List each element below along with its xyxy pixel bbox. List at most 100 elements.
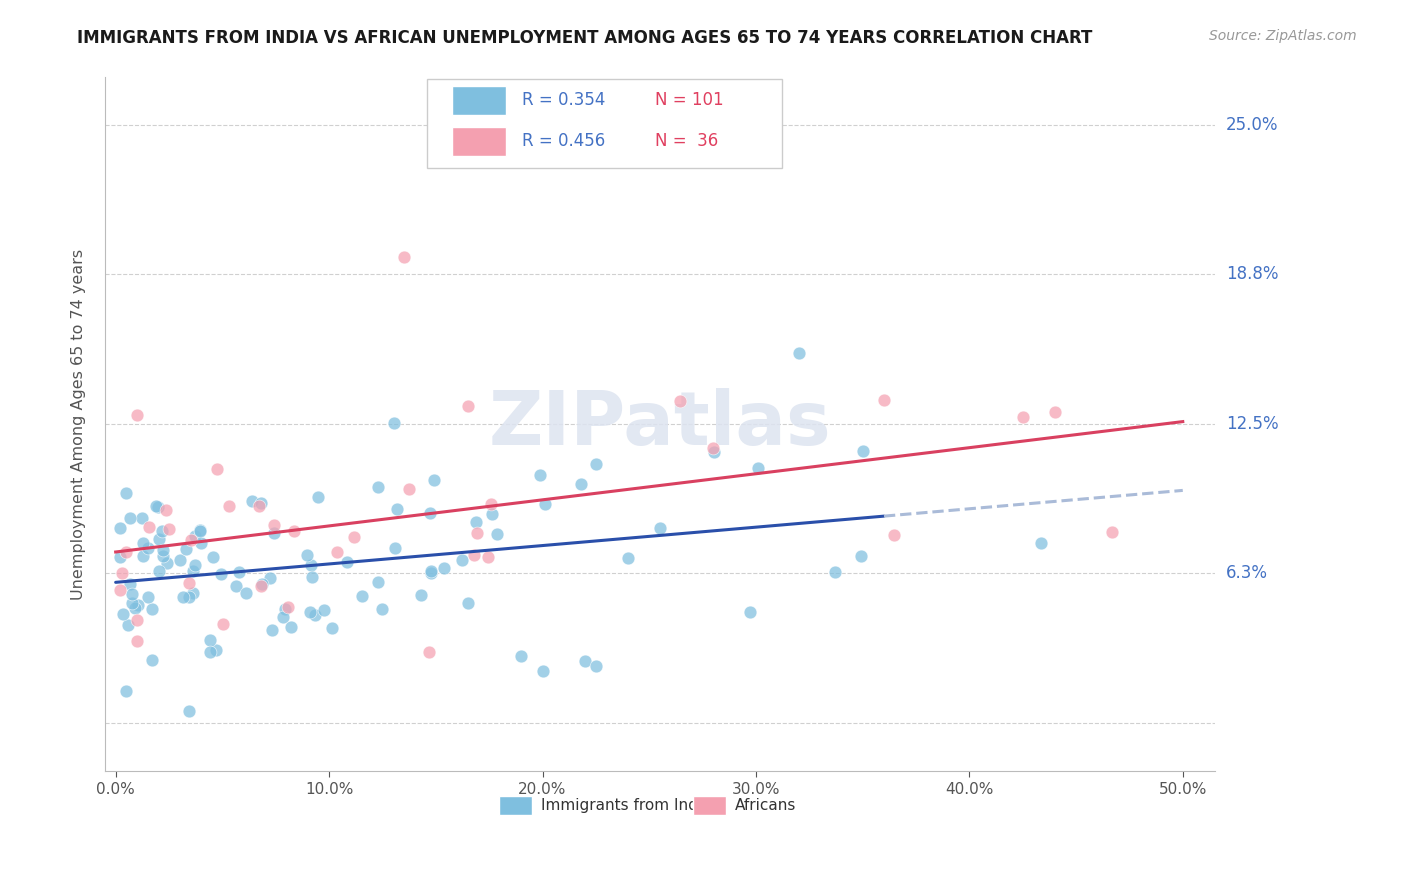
Point: [304, 608, 326, 623]
Point: [367, 480, 389, 494]
Point: [155, 556, 177, 570]
Point: [277, 600, 299, 615]
Point: [392, 250, 415, 264]
Point: [114, 683, 136, 698]
Point: [479, 497, 502, 511]
Point: [179, 575, 201, 590]
Point: [169, 553, 191, 567]
Point: [321, 621, 343, 635]
Point: [325, 545, 347, 559]
Point: [235, 586, 257, 600]
Point: [457, 596, 479, 610]
Text: 18.8%: 18.8%: [1226, 265, 1278, 283]
Point: [312, 603, 335, 617]
Point: [574, 654, 596, 668]
Point: [125, 613, 148, 627]
Point: [179, 705, 201, 719]
Point: [787, 345, 810, 359]
Text: Immigrants from India: Immigrants from India: [541, 797, 711, 813]
Text: N =  36: N = 36: [655, 132, 718, 150]
Point: [481, 507, 503, 521]
Point: [418, 645, 440, 659]
Point: [124, 601, 146, 615]
Point: [228, 565, 250, 579]
Point: [200, 644, 222, 658]
Point: [271, 609, 294, 624]
Point: [433, 561, 456, 575]
Text: Source: ZipAtlas.com: Source: ZipAtlas.com: [1209, 29, 1357, 44]
Point: [250, 496, 273, 510]
Point: [384, 541, 406, 556]
Point: [127, 408, 149, 422]
Point: [188, 524, 211, 539]
Point: [127, 598, 149, 612]
Point: [108, 521, 131, 535]
Point: [1011, 410, 1033, 425]
Point: [301, 570, 323, 584]
FancyBboxPatch shape: [693, 796, 727, 815]
Point: [174, 541, 197, 556]
Point: [136, 541, 159, 556]
Point: [409, 588, 432, 602]
Point: [465, 526, 488, 541]
Point: [247, 499, 270, 513]
Text: 12.5%: 12.5%: [1226, 416, 1278, 434]
Point: [382, 416, 405, 430]
Point: [205, 462, 228, 476]
Point: [188, 523, 211, 537]
Point: [849, 549, 872, 563]
Point: [295, 548, 318, 562]
Point: [873, 393, 896, 408]
Point: [534, 497, 557, 511]
Text: ZIPatlas: ZIPatlas: [488, 388, 831, 461]
Text: Africans: Africans: [735, 797, 797, 813]
Point: [198, 633, 221, 648]
FancyBboxPatch shape: [427, 78, 782, 168]
Point: [420, 566, 443, 580]
Point: [112, 607, 135, 621]
Text: 6.3%: 6.3%: [1226, 564, 1268, 582]
Point: [115, 545, 138, 559]
Point: [740, 606, 762, 620]
Point: [108, 550, 131, 565]
Point: [585, 659, 607, 673]
Point: [250, 577, 273, 591]
Point: [585, 458, 607, 472]
Point: [148, 500, 170, 515]
Point: [299, 606, 322, 620]
Point: [465, 515, 488, 529]
Point: [385, 502, 408, 516]
Point: [852, 444, 875, 458]
Point: [180, 533, 202, 547]
Point: [152, 543, 174, 558]
Point: [141, 653, 163, 667]
Point: [510, 649, 533, 664]
Point: [824, 566, 846, 580]
Point: [1029, 536, 1052, 550]
Point: [179, 590, 201, 604]
FancyBboxPatch shape: [499, 796, 533, 815]
Point: [125, 633, 148, 648]
Point: [283, 524, 305, 538]
Point: [204, 643, 226, 657]
Point: [184, 529, 207, 543]
Point: [263, 526, 285, 541]
Point: [148, 532, 170, 546]
Point: [118, 576, 141, 591]
Point: [457, 399, 479, 413]
Point: [190, 536, 212, 550]
Point: [114, 485, 136, 500]
Point: [212, 617, 235, 632]
Point: [108, 583, 131, 598]
Point: [141, 602, 163, 616]
Point: [150, 524, 173, 538]
Point: [259, 571, 281, 585]
Point: [132, 549, 155, 564]
Point: [225, 579, 247, 593]
Point: [121, 586, 143, 600]
Point: [336, 556, 359, 570]
Point: [136, 590, 159, 604]
Point: [371, 602, 394, 616]
Point: [1043, 405, 1066, 419]
Point: [250, 579, 273, 593]
